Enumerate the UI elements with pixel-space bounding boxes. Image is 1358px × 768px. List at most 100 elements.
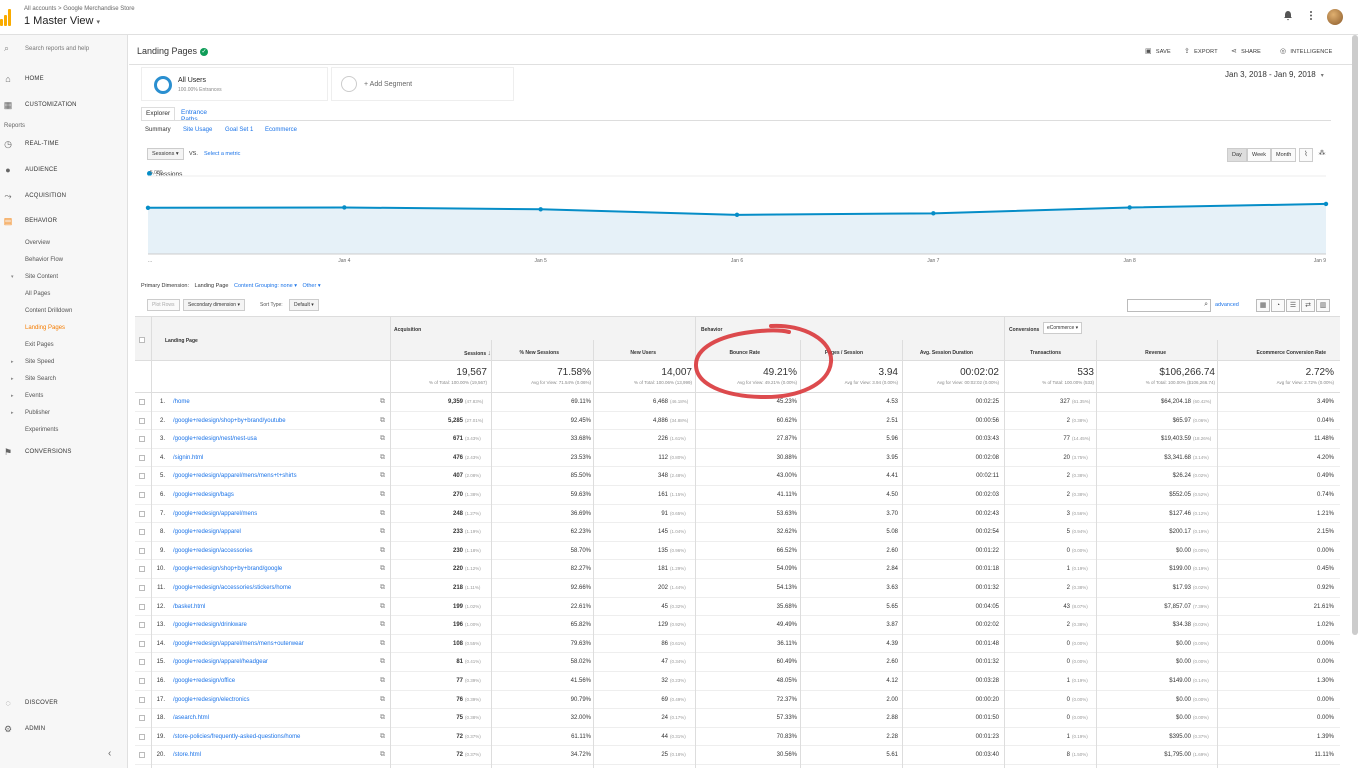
more-vert-icon[interactable]	[1309, 10, 1313, 24]
data-point[interactable]	[342, 205, 347, 210]
search-input[interactable]: Search reports and help	[25, 46, 90, 52]
plot-rows-button[interactable]: Plot Rows	[147, 299, 180, 311]
tab-explorer[interactable]: Explorer	[141, 107, 176, 121]
open-external-icon[interactable]: ⧉	[380, 546, 385, 554]
row-checkbox[interactable]	[139, 454, 145, 461]
share-button[interactable]: ⋖ SHARE	[1231, 47, 1261, 55]
landing-page-link[interactable]: /google+redesign/apparel	[173, 529, 241, 536]
landing-page-link[interactable]: /google+redesign/nest/nest-usa	[173, 436, 257, 443]
col-conversion-rate[interactable]: Ecommerce Conversion Rate	[1256, 350, 1326, 356]
tab-summary[interactable]: Summary	[145, 127, 171, 133]
row-checkbox[interactable]	[139, 436, 145, 443]
tab-site-usage[interactable]: Site Usage	[183, 127, 213, 133]
advanced-filter-link[interactable]: advanced	[1215, 302, 1239, 308]
sidebar-search[interactable]: ⌕ Search reports and help	[0, 42, 128, 58]
open-external-icon[interactable]: ⧉	[380, 658, 385, 666]
sidebar-item-behavior[interactable]: ▤ BEHAVIOR	[0, 214, 128, 230]
day-button[interactable]: Day	[1227, 148, 1247, 162]
motion-chart-icon[interactable]: ⁂	[1318, 150, 1326, 157]
sidebar-sub-exit-pages[interactable]: Exit Pages	[25, 342, 54, 348]
row-checkbox[interactable]	[139, 566, 145, 573]
dimension-other[interactable]: Other ▾	[302, 283, 321, 289]
sidebar-sub-landing-pages[interactable]: Landing Pages	[25, 325, 66, 331]
sidebar-sub-site-speed[interactable]: ▸ Site Speed	[11, 359, 54, 365]
avatar[interactable]	[1327, 9, 1343, 25]
sidebar-item-discover[interactable]: ◌ DISCOVER	[0, 696, 128, 712]
open-external-icon[interactable]: ⧉	[380, 621, 385, 629]
landing-page-link[interactable]: /google+redesign/shop+by+brand/youtube	[173, 417, 286, 424]
open-external-icon[interactable]: ⧉	[380, 565, 385, 573]
sidebar-item-home[interactable]: ⌂ HOME	[0, 72, 128, 88]
account-breadcrumb[interactable]: All accounts > Google Merchandise Store	[24, 6, 135, 12]
landing-page-link[interactable]: /google+redesign/office	[173, 678, 236, 684]
data-point[interactable]	[931, 211, 936, 216]
open-external-icon[interactable]: ⧉	[380, 602, 385, 610]
row-checkbox[interactable]	[139, 659, 145, 666]
open-external-icon[interactable]: ⧉	[380, 732, 385, 740]
comparison-view-icon[interactable]: ⇄	[1301, 299, 1315, 312]
row-checkbox[interactable]	[139, 640, 145, 647]
performance-view-icon[interactable]: ☰	[1286, 299, 1300, 312]
row-checkbox[interactable]	[139, 547, 145, 554]
col-landing-page[interactable]: Landing Page	[165, 338, 198, 344]
sort-type-select[interactable]: Default ▾	[289, 299, 319, 311]
line-chart-icon[interactable]: ⌇	[1299, 148, 1313, 162]
select-all-checkbox[interactable]	[139, 337, 145, 343]
data-point[interactable]	[145, 205, 151, 210]
open-external-icon[interactable]: ⧉	[380, 509, 385, 517]
dimension-content-grouping[interactable]: Content Grouping: none ▾	[234, 283, 297, 289]
open-external-icon[interactable]: ⧉	[380, 416, 385, 424]
week-button[interactable]: Week	[1247, 148, 1271, 162]
landing-page-link[interactable]: /google+redesign/apparel/mens/mens+outer…	[173, 640, 304, 647]
sidebar-sub-experiments[interactable]: Experiments	[25, 427, 59, 433]
intelligence-button[interactable]: ◎ INTELLIGENCE	[1280, 47, 1332, 55]
tab-ecommerce[interactable]: Ecommerce	[265, 127, 298, 133]
landing-page-link[interactable]: /google+redesign/electronics	[173, 696, 250, 703]
landing-page-link[interactable]: /store.html	[173, 752, 202, 759]
save-button[interactable]: ▣ SAVE	[1145, 47, 1171, 55]
data-point[interactable]	[1323, 201, 1329, 207]
open-external-icon[interactable]: ⧉	[380, 584, 385, 591]
table-search-input[interactable]: ⌕	[1127, 299, 1211, 312]
landing-page-link[interactable]: /asearch.html	[173, 715, 210, 722]
tab-goal-set-1[interactable]: Goal Set 1	[225, 127, 254, 133]
landing-page-link[interactable]: /google+redesign/apparel/headgear	[173, 659, 268, 666]
add-segment-button[interactable]: + Add Segment	[331, 67, 514, 101]
row-checkbox[interactable]	[139, 585, 145, 591]
open-external-icon[interactable]: ⧉	[380, 751, 385, 759]
landing-page-link[interactable]: /google+redesign/bags	[173, 492, 234, 498]
bell-icon[interactable]	[1283, 10, 1293, 24]
row-checkbox[interactable]	[139, 492, 145, 498]
sidebar-sub-publisher[interactable]: ▸ Publisher	[11, 410, 50, 416]
row-checkbox[interactable]	[139, 529, 145, 536]
col-new-sessions[interactable]: % New Sessions	[519, 350, 559, 356]
landing-page-link[interactable]: /google+redesign/apparel/mens/mens+t+shi…	[173, 473, 297, 480]
pie-view-icon[interactable]: ◔	[1271, 299, 1285, 312]
col-pages-session[interactable]: Pages / Session	[824, 350, 863, 356]
row-checkbox[interactable]	[139, 733, 145, 740]
landing-page-link[interactable]: /google+redesign/apparel/mens	[173, 510, 258, 517]
open-external-icon[interactable]: ⧉	[380, 491, 385, 498]
sidebar-item-conversions[interactable]: ⚑ CONVERSIONS	[0, 445, 128, 461]
row-checkbox[interactable]	[139, 752, 145, 759]
table-view-icon[interactable]: ▦	[1256, 299, 1270, 312]
sidebar-item-acquisition[interactable]: ⤳ ACQUISITION	[0, 189, 128, 205]
open-external-icon[interactable]: ⧉	[380, 677, 385, 684]
sidebar-item-customization[interactable]: ▦ CUSTOMIZATION	[0, 98, 128, 114]
segment-all-users[interactable]: All Users 100.00% Entrances	[141, 67, 328, 101]
conversions-select[interactable]: eCommerce ▾	[1043, 322, 1083, 334]
row-checkbox[interactable]	[139, 510, 145, 517]
open-external-icon[interactable]: ⧉	[380, 472, 385, 480]
open-external-icon[interactable]: ⧉	[380, 435, 385, 443]
col-session-duration[interactable]: Avg. Session Duration	[919, 350, 973, 356]
select-metric-link[interactable]: Select a metric	[204, 151, 241, 157]
row-checkbox[interactable]	[139, 696, 145, 703]
data-point[interactable]	[538, 207, 543, 212]
landing-page-link[interactable]: /google+redesign/accessories/stickers/ho…	[173, 585, 292, 591]
landing-page-link[interactable]: /google+redesign/accessories	[173, 547, 253, 554]
secondary-dimension-select[interactable]: Secondary dimension ▾	[183, 299, 245, 311]
sidebar-item-audience[interactable]: ● AUDIENCE	[0, 163, 128, 179]
collapse-sidebar-icon[interactable]: ‹	[108, 748, 112, 759]
row-checkbox[interactable]	[139, 417, 145, 424]
open-external-icon[interactable]: ⧉	[380, 695, 385, 703]
